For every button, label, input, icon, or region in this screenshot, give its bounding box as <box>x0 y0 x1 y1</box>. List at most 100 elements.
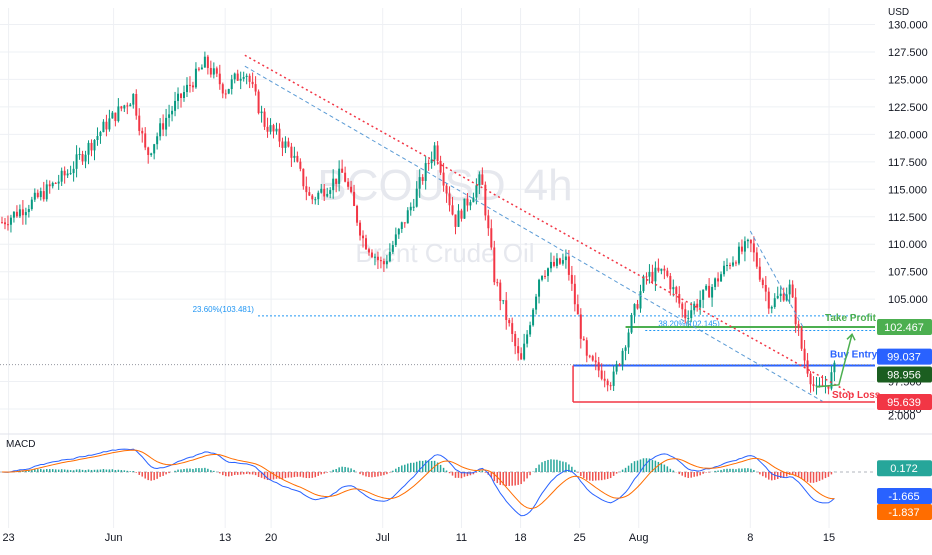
candle-body <box>185 84 188 93</box>
candle-body <box>767 291 770 309</box>
candle-body <box>156 136 159 145</box>
time-axis[interactable]: 23 Jun 13 20 Jul 11 18 25 Aug 8 15 <box>2 532 835 544</box>
price-badge <box>877 348 932 365</box>
price-tick-label: 110.000 <box>888 239 927 251</box>
candle-body <box>275 128 278 132</box>
price-tick-label: 130.000 <box>888 19 928 31</box>
candle-body <box>734 262 737 264</box>
candle-body <box>594 360 597 363</box>
candle-body <box>397 228 400 235</box>
annotations: Take Profit Buy Entry Stop Loss <box>815 313 881 401</box>
price-tick-label: 105.000 <box>888 294 928 306</box>
candle-body <box>609 385 612 387</box>
candle-body <box>230 79 233 90</box>
currency-label: USD <box>888 7 909 18</box>
candle-body <box>785 294 788 301</box>
candle-body <box>469 202 472 206</box>
candle-body <box>726 265 729 267</box>
candle-body <box>63 170 66 176</box>
candle-body <box>39 191 42 198</box>
candle-body <box>690 310 693 319</box>
candle-body <box>830 372 833 389</box>
candle-body <box>30 199 33 210</box>
candle-body <box>54 182 57 184</box>
candle-body <box>278 128 281 142</box>
candle-body <box>717 278 720 282</box>
candle-body <box>212 68 215 75</box>
candle-body <box>675 287 678 295</box>
candle-body <box>335 178 338 184</box>
trade-levels <box>0 325 875 403</box>
candle-body <box>791 284 794 298</box>
candle-body <box>758 266 761 280</box>
candle-body <box>493 247 496 283</box>
candle-body <box>102 121 105 133</box>
level-annotation: Take Profit <box>825 313 877 324</box>
candle-body <box>520 353 523 360</box>
candle-body <box>720 274 723 282</box>
macd-value-badge <box>877 460 932 477</box>
candle-body <box>499 282 502 302</box>
price-tick-label: 112.500 <box>888 212 927 224</box>
macd-line <box>1 448 835 517</box>
signal-line <box>2 449 835 510</box>
candle-body <box>517 346 520 354</box>
candle-body <box>215 68 218 74</box>
candle-body <box>749 239 752 244</box>
watermark-symbol: BCOUSD 4h <box>317 161 572 210</box>
candle-body <box>466 198 469 206</box>
candle-body <box>585 340 588 356</box>
candle-body <box>1 222 3 224</box>
candle-body <box>75 154 78 169</box>
candle-body <box>523 343 526 360</box>
time-tick-label: 23 <box>2 532 14 544</box>
price-badge <box>877 366 932 383</box>
candle-body <box>666 270 669 276</box>
candle-body <box>391 245 394 252</box>
candle-body <box>224 93 227 95</box>
candle-body <box>51 182 54 187</box>
candle-body <box>797 324 800 329</box>
candle-body <box>570 274 573 284</box>
candle-body <box>755 252 758 267</box>
price-tick-label: 120.000 <box>888 129 928 141</box>
candle-body <box>478 174 481 186</box>
candle-body <box>454 214 457 227</box>
candle-body <box>788 284 791 295</box>
candle-body <box>299 161 302 169</box>
candle-body <box>409 206 412 211</box>
candle-body <box>362 235 365 239</box>
candle-body <box>388 251 391 262</box>
candle-body <box>356 205 359 223</box>
candle-body <box>746 239 749 242</box>
candle-body <box>529 325 532 335</box>
candle-body <box>573 283 576 305</box>
candle-body <box>558 258 561 264</box>
candle-body <box>627 332 630 348</box>
candle-body <box>347 181 350 187</box>
price-badge <box>877 318 932 335</box>
candle-body <box>206 56 209 68</box>
candle-body <box>803 348 806 361</box>
candle-body <box>108 118 111 130</box>
candle-body <box>296 155 299 162</box>
candle-body <box>564 256 567 261</box>
macd-pane: 0.172 -1.665 -1.837 <box>0 448 932 520</box>
candle-body <box>535 296 538 310</box>
candle-body <box>806 360 809 374</box>
candle-body <box>508 319 511 324</box>
time-tick-label: 18 <box>514 532 526 544</box>
candle-body <box>159 123 162 137</box>
candle-body <box>433 145 436 160</box>
candle-body <box>833 362 836 373</box>
candle-body <box>538 279 541 297</box>
candle-body <box>552 261 555 266</box>
candle-body <box>12 211 15 218</box>
candle-body <box>9 217 12 225</box>
candle-body <box>639 291 642 309</box>
candle-body <box>338 168 341 184</box>
candle-body <box>197 68 200 70</box>
candle-body <box>472 197 475 203</box>
